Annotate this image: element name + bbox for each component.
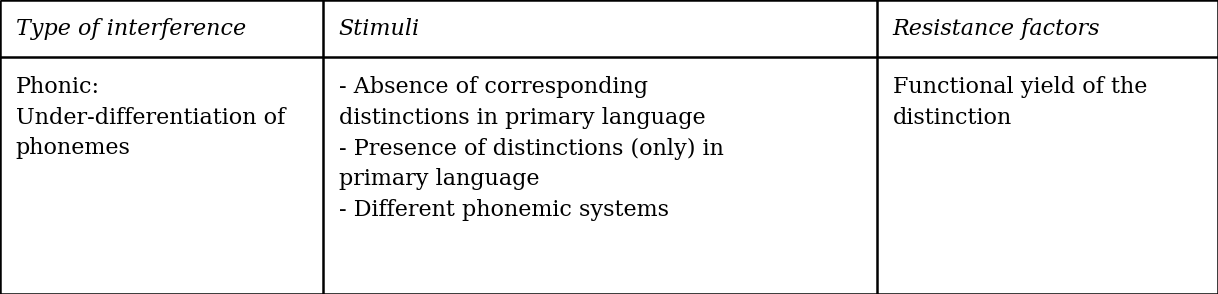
Text: Type of interference: Type of interference [16,18,246,40]
Text: Functional yield of the
distinction: Functional yield of the distinction [893,76,1147,129]
Text: Resistance factors: Resistance factors [893,18,1100,40]
Text: - Absence of corresponding
distinctions in primary language
- Presence of distin: - Absence of corresponding distinctions … [339,76,723,220]
Text: Stimuli: Stimuli [339,18,420,40]
Text: Phonic:
Under-differentiation of
phonemes: Phonic: Under-differentiation of phoneme… [16,76,285,159]
